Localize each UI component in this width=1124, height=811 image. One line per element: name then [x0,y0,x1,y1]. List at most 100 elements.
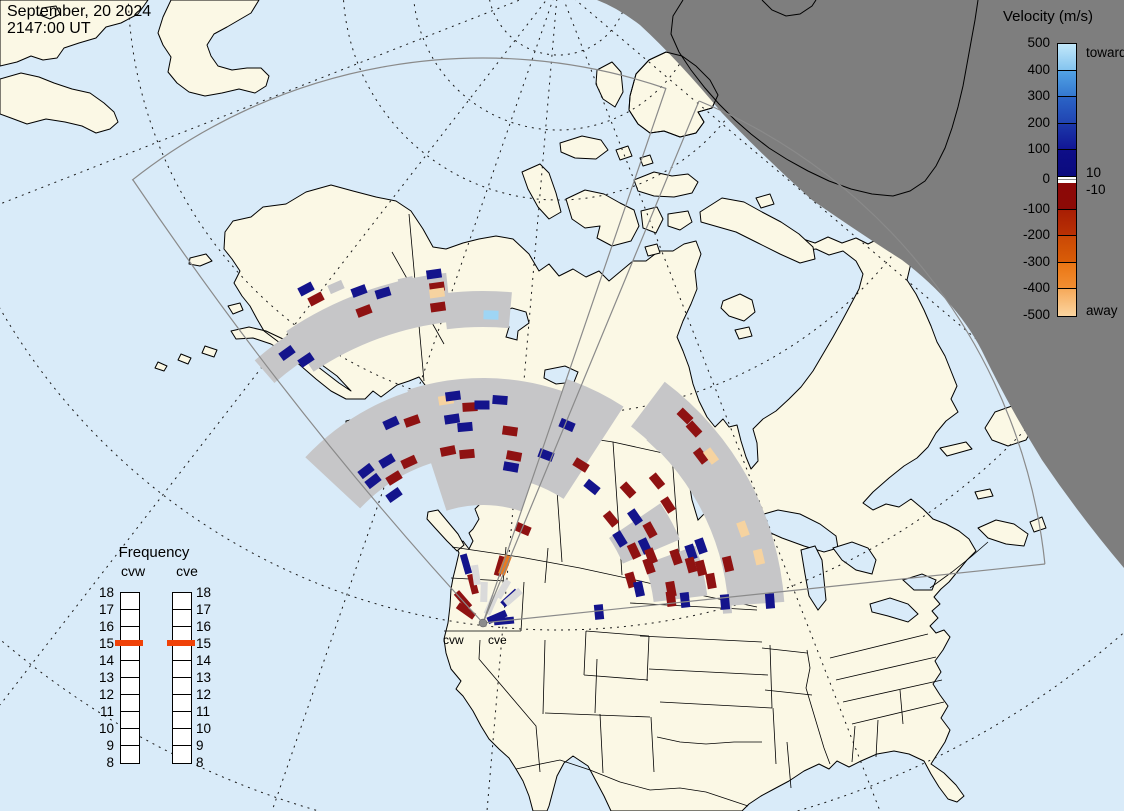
velocity-cell [505,450,523,462]
frequency-tick-label: 17 [196,602,212,617]
lake-michigan [800,545,827,611]
island-melville [559,135,609,160]
velocity-cell [385,487,403,503]
frequency-cell [173,729,191,746]
radar-fov-boundaries [131,57,1046,624]
frequency-cell [121,695,139,712]
velocity-cell [660,496,676,514]
colorbar-segment [1058,123,1076,151]
island-small [39,5,61,20]
colorbar-segment [1058,150,1076,177]
toward-label: toward [1086,45,1124,60]
velocity-cell [583,478,601,496]
frequency-scale-cve [172,592,192,764]
frequency-column-label-cve: cve [176,563,198,579]
island-kingwilliam [644,243,661,257]
coast-siberia [0,0,149,67]
meridian-line [0,0,522,205]
velocity-cell [400,454,418,470]
velocity-cell [514,521,532,537]
velocity-cell [612,530,628,548]
frequency-tick-label: 12 [196,687,212,702]
velocity-cell [676,407,694,425]
frequency-tick-label: 15 [98,636,114,651]
frequency-tick-label: 10 [196,721,212,736]
island-baffin [699,197,816,264]
colorbar-zero-gap [1058,176,1076,183]
velocity-cell [679,592,691,608]
meridian-line [271,0,554,811]
velocity-cell [443,413,461,425]
velocity-cell [448,294,464,306]
frequency-cell [121,712,139,729]
frequency-tick-label: 16 [98,619,114,634]
island-bylot [755,193,775,209]
island-coats [734,326,753,340]
fov-far-arc [131,57,667,181]
velocity-cell [453,590,473,610]
threshold-pos-label: 10 [1086,165,1102,180]
velocity-cell [619,481,637,499]
velocity-cell [364,472,382,490]
frequency-cell [173,695,191,712]
radar-site-dot [478,618,488,628]
frequency-tick-label: 8 [196,755,204,770]
velocity-cell [378,453,396,469]
frequency-tick-label: 9 [196,738,204,753]
radar-site-label-cvw: cvw [443,633,464,647]
frequency-marker-cvw [115,640,143,646]
velocity-cell [501,425,519,437]
velocity-cell [558,417,576,433]
velocity-cell [486,609,508,625]
frequency-cell [173,712,191,729]
frequency-tick-label: 9 [106,738,114,753]
velocity-tick-label: 400 [1027,61,1050,77]
island-pei [974,488,994,500]
velocity-cell [355,304,373,318]
frequency-tick-label: 18 [98,585,114,600]
frequency-tick-label: 16 [196,619,212,634]
velocity-cell [297,352,315,368]
frequency-cell [173,678,191,695]
velocity-cell [502,461,520,473]
velocity-cell [429,301,447,313]
velocity-cell [459,553,473,575]
velocity-cell [764,569,776,587]
velocity-colorbar [1057,43,1077,317]
velocity-cell [483,310,499,320]
velocity-cell [739,478,755,496]
ground-scatter-sector [531,379,624,499]
velocity-cell [403,414,421,428]
frequency-tick-label: 18 [196,585,212,600]
velocity-cell [602,510,620,528]
velocity-cell [503,587,523,607]
fov-edge [482,563,1046,624]
velocity-cell [327,279,345,295]
velocity-tick-label: 500 [1027,35,1050,50]
lake-erie [869,597,919,623]
velocity-tick-label: 100 [1027,141,1050,157]
velocity-cell [642,521,658,539]
island-southampton [720,293,756,322]
frequency-cell [121,746,139,763]
coast-chukotka [157,0,270,97]
velocity-cell [671,459,689,477]
velocity-cell [593,604,605,620]
frequency-column-label-cvw: cvw [120,563,146,579]
velocity-cell [494,578,512,600]
island-devon [633,171,699,198]
island-stlawrence [188,253,213,267]
velocity-cell [462,402,478,412]
island-nunivak [227,302,244,315]
colorbar-segment [1058,289,1076,316]
velocity-tick-label: 300 [1027,88,1050,104]
frequency-tick-label: 13 [196,670,212,685]
frequency-tick-label: 8 [106,755,114,770]
velocity-tick-label: -500 [1022,307,1050,322]
velocity-cell [685,420,703,438]
velocity-cell [397,275,415,289]
island-victoria [565,189,640,247]
frequency-cell [173,610,191,627]
velocity-legend-title: Velocity (m/s) [1003,8,1094,25]
